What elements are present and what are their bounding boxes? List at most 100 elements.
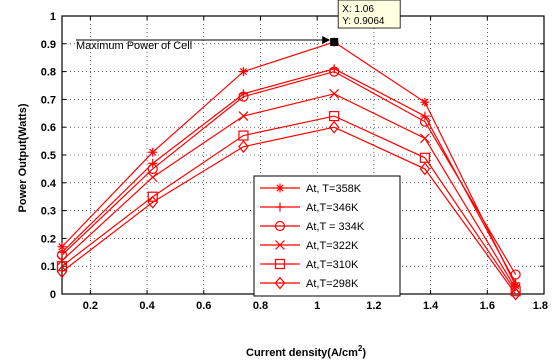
datatip-x-value: X: 1.06 (342, 4, 374, 15)
series-3-point-4-d2 (419, 133, 430, 144)
datatip-box (337, 0, 401, 29)
x-axis-title-main: Current density(A/cm (246, 347, 358, 359)
series-2-point-0-circle (56, 249, 68, 261)
y-tick-label-1: 0.1 (41, 261, 56, 273)
series-2-point-5-circle (510, 269, 521, 280)
legend-marker-3-d2 (275, 240, 285, 250)
legend-marker-3 (275, 240, 285, 250)
legend-marker-2 (274, 220, 286, 232)
series-2-point-2-circle (238, 91, 249, 102)
series-line-1 (61, 68, 517, 284)
series-2-point-0 (56, 249, 68, 261)
series-4-point-5 (510, 286, 521, 297)
series-0-point-2 (238, 67, 248, 77)
x-tick-label-8: 1.8 (533, 300, 548, 312)
series-5-point-3-diamond (328, 120, 340, 134)
legend-marker-1 (275, 202, 285, 212)
series-5-point-5 (510, 287, 521, 301)
y-tick-label-0: 0 (50, 289, 56, 301)
legend-label-5: At,T=298K (306, 278, 359, 290)
series-3-point-0-d2 (57, 255, 67, 266)
x-tick-label-0: 0.2 (83, 300, 98, 312)
series-2-point-4 (419, 116, 431, 127)
series-2-point-1 (147, 163, 158, 174)
x-axis-title-tail: ) (362, 347, 366, 359)
series-3-point-3-d2 (329, 88, 340, 99)
x-tick-label-7: 1.6 (480, 300, 495, 312)
series-5-point-1-diamond (147, 195, 159, 209)
y-tick-label-5: 0.5 (41, 150, 56, 162)
datatip-marker (330, 38, 339, 47)
series-2-point-4-circle (419, 116, 431, 127)
datatip-y-value: Y: 0.9064 (342, 16, 385, 27)
series-2-point-2 (238, 91, 249, 102)
series-4-point-1-square (147, 191, 158, 202)
legend-label-1: At,T=346K (306, 202, 359, 214)
series-5-point-3 (328, 120, 340, 134)
series-line-3 (61, 93, 517, 289)
max-power-arrowhead (322, 36, 331, 44)
series-5-point-0 (56, 265, 68, 279)
series-0-point-1-d2 (149, 148, 157, 156)
x-axis-title-superscript: 2 (358, 344, 363, 353)
series-2-point-5 (510, 269, 521, 280)
x-axis-title: Current density(A/cm2) (246, 344, 366, 359)
series-5-point-1 (147, 195, 159, 209)
x-tick-label-1: 0.4 (139, 300, 155, 312)
legend-box (253, 175, 401, 297)
series-2-point-1-circle (147, 163, 158, 174)
series-0-point-4-d2 (421, 98, 429, 106)
series-5-point-4-diamond (419, 162, 431, 176)
legend-marker-5-diamond (274, 276, 286, 290)
y-tick-label-6: 0.6 (41, 122, 56, 134)
series-2-point-3-circle (329, 66, 340, 77)
series-0-point-1 (148, 147, 158, 157)
x-tick-label-2: 0.6 (196, 300, 211, 312)
series-3-point-1 (147, 172, 158, 183)
series-3-point-2-d2 (238, 111, 249, 122)
series-3-point-1-d2 (147, 172, 158, 183)
legend-label-4: At,T=310K (306, 259, 359, 271)
legend-marker-4-square (274, 258, 286, 270)
y-tick-label-3: 0.3 (41, 206, 56, 218)
series-4-point-3 (329, 110, 340, 122)
series-1-point-1 (148, 158, 158, 168)
series-layer (56, 37, 521, 301)
max-power-annotation: Maximum Power of Cell (76, 40, 192, 52)
series-3-point-4 (419, 133, 430, 144)
series-4-point-0-square (56, 261, 68, 272)
y-tick-label-10: 1 (50, 11, 56, 23)
y-tick-label-8: 0.8 (41, 67, 56, 79)
series-0-point-4 (420, 97, 430, 107)
series-line-0 (61, 41, 517, 286)
x-tick-label-4: 1 (314, 300, 320, 312)
x-tick-label-3: 0.8 (253, 300, 268, 312)
legend-label-3: At,T=322K (306, 240, 359, 252)
series-5-point-2-diamond (238, 140, 249, 154)
series-0-point-2-d2 (239, 68, 248, 76)
x-tick-label-6: 1.4 (423, 300, 439, 312)
series-4-point-0 (56, 261, 68, 272)
legend-label-0: At, T=358K (306, 183, 362, 195)
series-4-point-3-square (329, 110, 340, 122)
legend: At, T=358K At,T=346K At,T = 334K At,T=322K A… (253, 175, 401, 297)
x-tick-label-5: 1.2 (366, 300, 381, 312)
series-4-point-4-square (419, 152, 431, 163)
annotation-layer: Maximum Power of Cell X: 1.06 Y: 0.9064 (76, 0, 401, 52)
series-4-point-4 (419, 152, 431, 163)
series-5-point-5-diamond (510, 287, 521, 301)
series-3-point-2 (238, 111, 249, 122)
series-1-point-4 (420, 111, 430, 121)
y-tick-label-2: 0.2 (41, 233, 56, 245)
legend-marker-5 (274, 276, 286, 290)
legend-marker-0 (275, 183, 285, 193)
series-0-point-0-d2 (58, 243, 66, 251)
y-tick-label-4: 0.4 (41, 178, 57, 190)
series-3-point-3 (329, 88, 340, 99)
legend-label-2: At,T = 334K (306, 221, 365, 233)
y-tick-label-9: 0.9 (41, 39, 56, 51)
series-5-point-2 (238, 140, 249, 154)
series-line-2 (61, 70, 517, 275)
series-5-point-4 (419, 162, 431, 176)
